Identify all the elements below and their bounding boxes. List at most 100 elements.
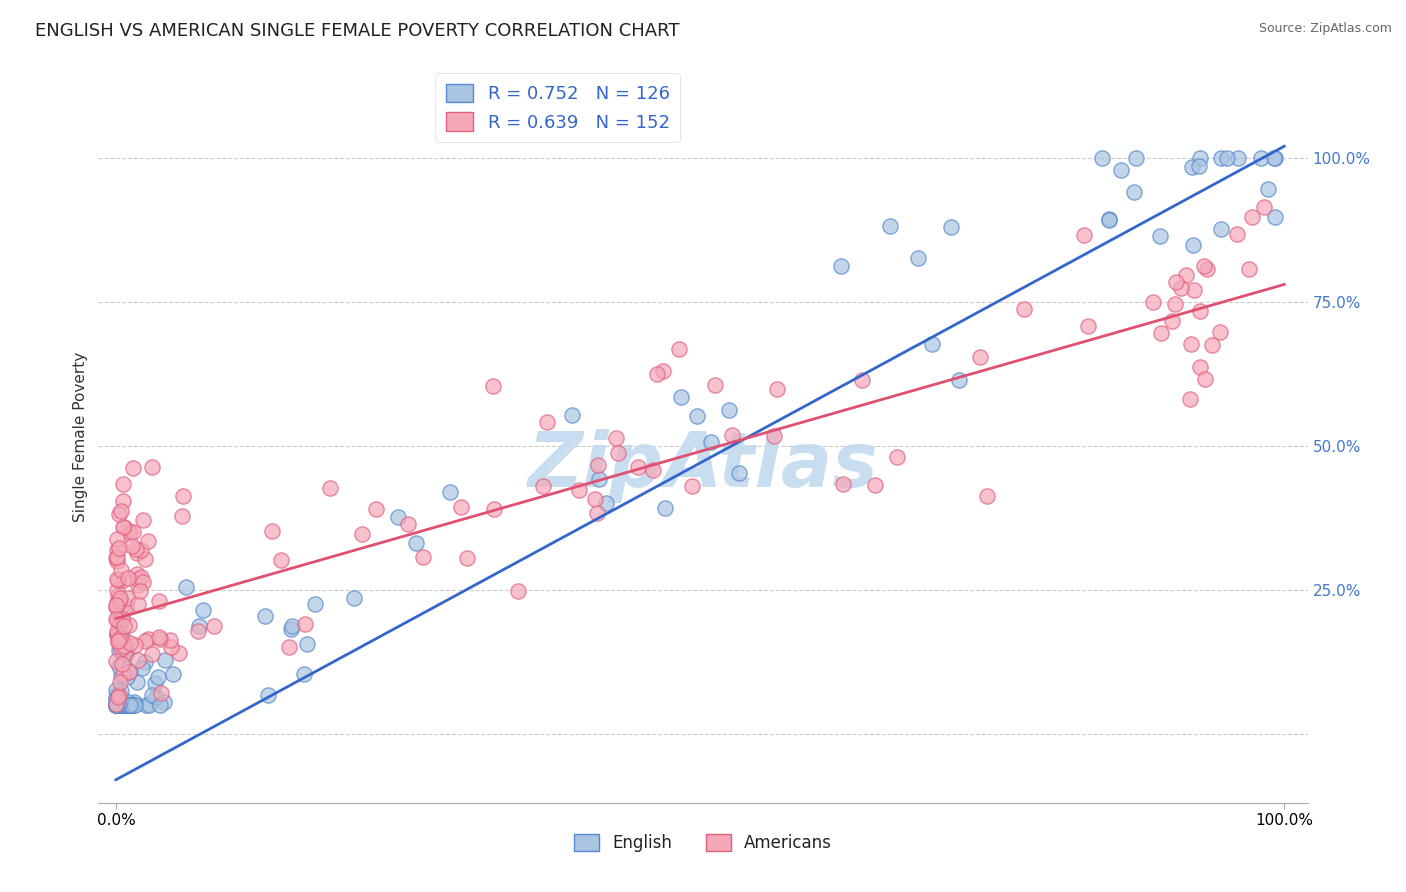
Point [763, 429, 786, 443]
Point [160, 640, 183, 654]
Point [105, 698, 128, 712]
Point [115, 698, 138, 712]
Point [105, 692, 128, 706]
Point [118, 698, 141, 712]
Point [398, 516, 420, 531]
Text: ENGLISH VS AMERICAN SINGLE FEMALE POVERTY CORRELATION CHART: ENGLISH VS AMERICAN SINGLE FEMALE POVERT… [35, 22, 679, 40]
Point [107, 614, 129, 628]
Point [831, 477, 853, 491]
Point [105, 582, 128, 597]
Point [110, 698, 132, 712]
Point [292, 667, 315, 681]
Point [107, 573, 129, 587]
Point [108, 698, 131, 712]
Point [120, 664, 142, 678]
Point [107, 698, 129, 712]
Point [766, 382, 789, 396]
Point [568, 483, 591, 497]
Point [718, 403, 741, 417]
Point [107, 633, 129, 648]
Point [108, 591, 131, 605]
Point [188, 619, 211, 633]
Point [482, 501, 505, 516]
Point [110, 684, 132, 698]
Point [1264, 151, 1286, 165]
Point [134, 552, 156, 566]
Point [105, 554, 128, 568]
Point [118, 698, 141, 712]
Point [172, 489, 194, 503]
Point [879, 219, 901, 234]
Point [110, 563, 132, 577]
Point [141, 459, 163, 474]
Point [583, 492, 606, 507]
Point [105, 698, 128, 712]
Point [115, 639, 138, 653]
Point [111, 612, 134, 626]
Point [1188, 159, 1211, 173]
Point [830, 259, 852, 273]
Point [886, 450, 908, 464]
Point [105, 551, 128, 566]
Point [1264, 211, 1286, 225]
Point [105, 698, 128, 712]
Point [145, 690, 167, 704]
Point [125, 675, 148, 690]
Point [104, 612, 127, 626]
Point [115, 648, 138, 662]
Point [107, 698, 129, 712]
Point [148, 594, 170, 608]
Point [148, 630, 170, 644]
Point [122, 524, 145, 539]
Point [1209, 222, 1232, 236]
Point [1226, 227, 1249, 241]
Point [561, 408, 583, 422]
Point [105, 654, 128, 668]
Point [1111, 163, 1133, 178]
Point [1077, 319, 1099, 334]
Point [105, 687, 128, 701]
Point [1216, 151, 1239, 165]
Point [169, 646, 191, 660]
Point [585, 506, 607, 520]
Point [1181, 160, 1204, 174]
Point [115, 670, 138, 684]
Point [107, 698, 129, 712]
Point [304, 597, 326, 611]
Point [105, 698, 128, 712]
Point [134, 655, 156, 669]
Point [143, 676, 166, 690]
Point [921, 337, 943, 351]
Point [107, 698, 129, 712]
Point [112, 573, 135, 587]
Point [121, 540, 143, 554]
Point [1073, 228, 1095, 243]
Point [270, 553, 292, 567]
Point [1123, 185, 1146, 199]
Point [118, 524, 141, 539]
Point [105, 691, 128, 706]
Point [645, 367, 668, 381]
Point [112, 477, 135, 491]
Point [117, 698, 139, 712]
Point [1150, 326, 1173, 341]
Point [105, 532, 128, 546]
Point [1194, 372, 1216, 386]
Point [1188, 360, 1211, 375]
Point [146, 670, 169, 684]
Point [863, 478, 886, 492]
Point [1188, 304, 1211, 318]
Point [851, 373, 873, 387]
Point [107, 698, 129, 712]
Point [627, 459, 650, 474]
Point [506, 584, 529, 599]
Point [124, 638, 146, 652]
Point [127, 597, 149, 611]
Point [107, 633, 129, 648]
Point [131, 661, 153, 675]
Point [108, 698, 131, 712]
Point [668, 342, 690, 356]
Point [120, 698, 142, 712]
Point [1149, 229, 1171, 244]
Point [606, 446, 628, 460]
